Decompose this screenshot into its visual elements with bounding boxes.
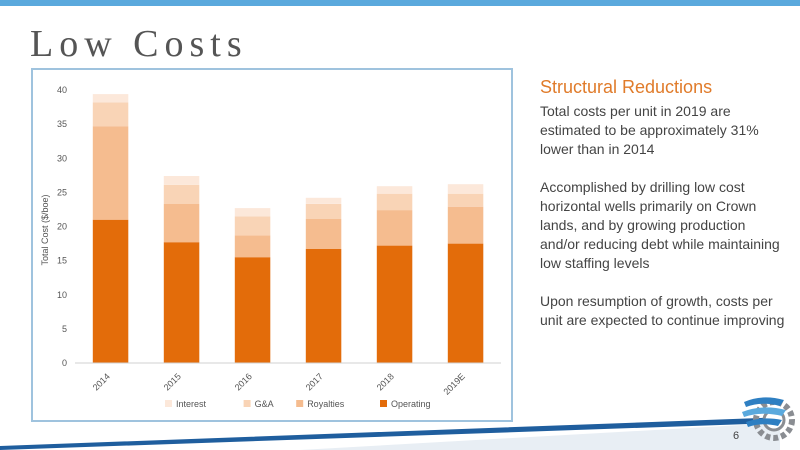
bar-segment-royalties xyxy=(163,204,200,243)
y-axis-label: Total Cost ($/boe) xyxy=(40,194,50,265)
legend-label: Interest xyxy=(176,399,207,409)
bar-segment-interest xyxy=(305,197,342,204)
bar-segment-interest xyxy=(376,186,413,194)
y-tick-label: 40 xyxy=(57,85,67,95)
chart-container: 0 5 10 15 20 25 30 35 40 2014 2015 2016 2017 2018 201… xyxy=(31,68,513,422)
bar-segment-operating xyxy=(376,245,413,363)
bottom-swoosh-blue xyxy=(0,417,780,450)
bar-segment-g-a xyxy=(305,204,342,219)
side-heading: Structural Reductions xyxy=(540,77,713,97)
bar-segment-royalties xyxy=(376,210,413,246)
y-tick-label: 30 xyxy=(57,153,67,163)
y-tick-label: 0 xyxy=(62,358,67,368)
side-paragraph-2: Accomplished by drilling low cost horizo… xyxy=(540,179,780,271)
y-tick-label: 5 xyxy=(62,324,67,334)
bar-segment-g-a xyxy=(447,193,484,207)
y-tick-label: 10 xyxy=(57,290,67,300)
bar-segment-operating xyxy=(234,257,271,363)
bar-segment-operating xyxy=(92,219,129,363)
side-paragraph-1: Total costs per unit in 2019 are estimat… xyxy=(540,103,759,157)
bar-segment-royalties xyxy=(92,126,129,220)
legend-label: Operating xyxy=(391,399,431,409)
slide-title: Low Costs xyxy=(30,23,248,65)
legend: Interest G&A Royalties Operating xyxy=(165,399,431,409)
bar-segment-interest xyxy=(447,184,484,194)
y-tick-label: 15 xyxy=(57,256,67,266)
page-number: 6 xyxy=(733,430,740,442)
bar-segment-royalties xyxy=(447,206,484,244)
bar-segment-operating xyxy=(163,242,200,363)
y-tick-label: 20 xyxy=(57,222,67,232)
bar-segment-interest xyxy=(92,94,129,103)
bar-segment-royalties xyxy=(305,219,342,249)
bar-segment-operating xyxy=(447,243,484,363)
bar-segment-g-a xyxy=(163,184,200,204)
bar-segment-royalties xyxy=(234,235,271,258)
legend-label: G&A xyxy=(255,399,274,409)
top-accent-bar xyxy=(0,0,800,6)
bar-segment-operating xyxy=(305,249,342,363)
y-tick-label: 25 xyxy=(57,187,67,197)
company-logo-icon xyxy=(742,397,795,441)
bar-segment-g-a xyxy=(376,193,413,211)
bar-segment-g-a xyxy=(92,102,129,127)
legend-swatch xyxy=(380,400,387,407)
legend-swatch xyxy=(165,400,172,407)
y-tick-label: 35 xyxy=(57,119,67,129)
legend-swatch xyxy=(243,400,251,407)
bar-segment-interest xyxy=(234,208,271,217)
side-paragraph-3: Upon resumption of growth, costs per uni… xyxy=(540,293,785,328)
bar-segment-g-a xyxy=(234,216,271,236)
bars xyxy=(92,94,484,363)
bar-segment-interest xyxy=(163,176,200,185)
legend-swatch xyxy=(296,400,304,407)
side-panel: Structural Reductions Total costs per un… xyxy=(540,76,785,349)
bottom-swoosh-light xyxy=(300,424,780,450)
legend-label: Royalties xyxy=(307,399,345,409)
y-axis: 0 5 10 15 20 25 30 35 40 xyxy=(57,85,67,368)
